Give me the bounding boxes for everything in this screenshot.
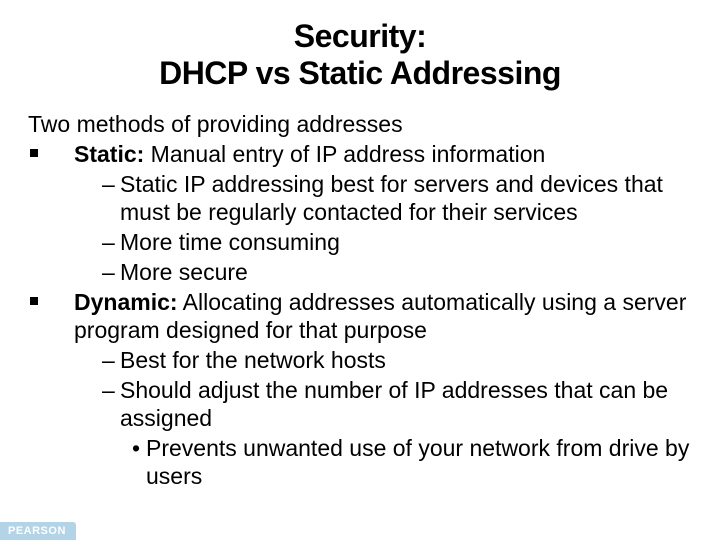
footer-logo: PEARSON <box>0 522 76 540</box>
dash-text: More secure <box>120 258 692 286</box>
bullet-lead: Static: Manual entry of IP address infor… <box>74 141 545 167</box>
bullet-lead: Dynamic: Allocating addresses automatica… <box>74 289 686 343</box>
square-bullet-icon <box>30 149 38 157</box>
title-line-2: DHCP vs Static Addressing <box>159 55 561 91</box>
dash-item: – More secure <box>74 258 692 286</box>
bullet-lead-bold: Dynamic: <box>74 289 178 315</box>
dash-item: – Static IP addressing best for servers … <box>74 170 692 226</box>
dash-icon: – <box>102 228 120 256</box>
dash-text: Should adjust the number of IP addresses… <box>120 376 692 432</box>
dash-icon: – <box>102 258 120 286</box>
dash-item: – Should adjust the number of IP address… <box>74 376 692 432</box>
dash-icon: – <box>102 346 120 374</box>
pearson-logo-text: PEARSON <box>0 522 76 540</box>
dash-text: More time consuming <box>120 228 692 256</box>
bullet-lead-bold: Static: <box>74 141 144 167</box>
slide-container: Security: DHCP vs Static Addressing Two … <box>0 0 720 540</box>
dot-item: • Prevents unwanted use of your network … <box>74 434 692 490</box>
slide-title: Security: DHCP vs Static Addressing <box>28 18 692 92</box>
intro-text: Two methods of providing addresses <box>28 110 692 138</box>
title-line-1: Security: <box>294 18 426 54</box>
dash-text: Static IP addressing best for servers an… <box>120 170 692 226</box>
bullet-body: Static: Manual entry of IP address infor… <box>74 140 692 286</box>
square-bullet-icon <box>30 297 38 305</box>
dash-item: – Best for the network hosts <box>74 346 692 374</box>
dot-text: Prevents unwanted use of your network fr… <box>146 434 692 490</box>
bullet-item-dynamic: Dynamic: Allocating addresses automatica… <box>28 288 692 490</box>
dot-icon: • <box>132 434 146 462</box>
dash-icon: – <box>102 170 120 198</box>
dash-item: – More time consuming <box>74 228 692 256</box>
dash-text: Best for the network hosts <box>120 346 692 374</box>
bullet-item-static: Static: Manual entry of IP address infor… <box>28 140 692 286</box>
bullet-body: Dynamic: Allocating addresses automatica… <box>74 288 692 490</box>
dash-icon: – <box>102 376 120 404</box>
bullet-lead-rest: Manual entry of IP address information <box>144 141 545 167</box>
